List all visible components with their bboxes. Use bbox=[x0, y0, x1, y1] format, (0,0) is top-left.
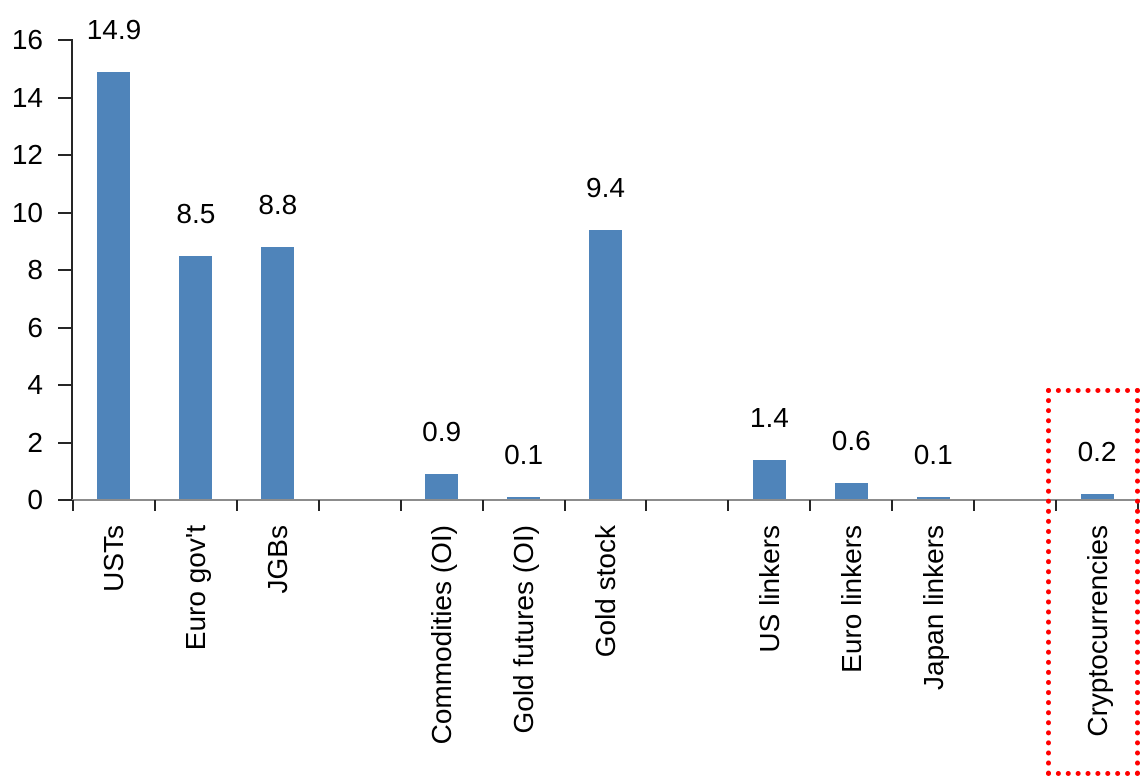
category-label-japan-linkers: Japan linkers bbox=[917, 525, 949, 690]
x-tick bbox=[891, 500, 894, 511]
category-label-euro-linkers: Euro linkers bbox=[835, 525, 867, 673]
x-tick bbox=[235, 500, 238, 511]
y-tick-label: 8 bbox=[27, 254, 43, 285]
bar-us-linkers bbox=[752, 459, 786, 500]
bar-commodities-oi- bbox=[425, 474, 459, 500]
category-label-jgbs: JGBs bbox=[262, 525, 294, 594]
y-tick bbox=[58, 499, 72, 501]
bar-gold-stock bbox=[589, 229, 622, 500]
x-tick bbox=[973, 500, 976, 511]
y-tick bbox=[58, 154, 72, 156]
category-label-gold-futures-oi-: Gold futures (OI) bbox=[508, 525, 540, 734]
x-tick bbox=[1055, 500, 1058, 511]
bar-value-label: 0.6 bbox=[831, 424, 871, 456]
y-tick bbox=[58, 211, 72, 214]
bar-gold-futures-oi- bbox=[507, 497, 541, 500]
x-tick bbox=[317, 500, 320, 511]
y-tick-label: 10 bbox=[11, 196, 43, 228]
highlight-rectangle bbox=[1046, 388, 1141, 776]
bar-euro-linkers bbox=[834, 482, 868, 500]
bar-value-label: 9.4 bbox=[586, 171, 625, 203]
y-tick-label: 4 bbox=[27, 369, 43, 400]
x-tick bbox=[153, 500, 156, 511]
y-tick bbox=[58, 384, 72, 386]
bar-value-label: 0.1 bbox=[913, 439, 953, 471]
bar-jgbs bbox=[261, 247, 295, 500]
bar-value-label: 8.8 bbox=[258, 189, 298, 220]
y-tick bbox=[58, 441, 72, 444]
y-tick-label: 0 bbox=[27, 484, 43, 515]
y-axis-line bbox=[71, 39, 73, 501]
bar-value-label: 0.2 bbox=[1077, 436, 1117, 468]
bar-value-label: 0.9 bbox=[422, 416, 462, 448]
category-label-commodities-oi-: Commodities (OI) bbox=[426, 525, 458, 745]
bar-usts bbox=[97, 71, 131, 500]
y-tick-label: 14 bbox=[11, 81, 43, 113]
y-tick-label: 6 bbox=[27, 311, 43, 343]
y-tick bbox=[58, 269, 72, 271]
bar-value-label: 8.5 bbox=[176, 197, 216, 229]
x-tick bbox=[645, 500, 648, 511]
category-label-euro-gov-t: Euro gov't bbox=[180, 525, 212, 651]
y-tick bbox=[58, 326, 72, 329]
category-label-gold-stock: Gold stock bbox=[590, 525, 621, 658]
bar-euro-gov-t bbox=[179, 255, 213, 500]
x-axis-line bbox=[72, 499, 1140, 501]
x-tick bbox=[727, 500, 730, 511]
bar-japan-linkers bbox=[916, 497, 950, 500]
bar-value-label: 14.9 bbox=[86, 13, 142, 45]
bar-value-label: 1.4 bbox=[749, 401, 789, 433]
y-tick-label: 12 bbox=[11, 139, 43, 170]
x-tick bbox=[563, 500, 566, 511]
x-tick bbox=[399, 500, 402, 511]
y-tick bbox=[58, 39, 72, 41]
y-tick bbox=[58, 96, 72, 99]
bar-value-label: 0.1 bbox=[504, 439, 544, 471]
x-tick bbox=[809, 500, 812, 511]
category-label-us-linkers: US linkers bbox=[753, 525, 785, 653]
y-tick-label: 2 bbox=[27, 426, 43, 458]
bar-cryptocurrencies bbox=[1080, 494, 1114, 500]
x-tick bbox=[481, 500, 484, 511]
y-tick-label: 16 bbox=[11, 24, 43, 55]
x-tick bbox=[72, 500, 74, 511]
category-label-usts: USTs bbox=[98, 525, 130, 592]
